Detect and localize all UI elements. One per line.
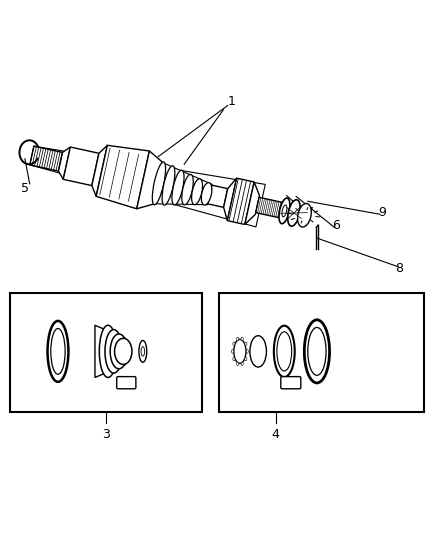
Ellipse shape: [47, 321, 68, 382]
Bar: [10, 293, 201, 413]
Ellipse shape: [233, 342, 235, 345]
Polygon shape: [58, 147, 71, 179]
Text: 4: 4: [272, 427, 279, 441]
Ellipse shape: [245, 357, 247, 361]
Ellipse shape: [279, 198, 290, 224]
Polygon shape: [256, 197, 285, 218]
Ellipse shape: [162, 166, 175, 205]
Text: 3: 3: [102, 427, 110, 441]
Text: 1: 1: [228, 95, 236, 108]
Ellipse shape: [234, 340, 246, 364]
Ellipse shape: [277, 332, 292, 371]
Ellipse shape: [282, 205, 287, 217]
Ellipse shape: [246, 350, 248, 353]
Polygon shape: [155, 163, 212, 205]
Ellipse shape: [231, 350, 233, 353]
Ellipse shape: [241, 362, 243, 366]
Polygon shape: [224, 178, 237, 221]
Ellipse shape: [237, 362, 239, 366]
Ellipse shape: [201, 183, 212, 205]
Ellipse shape: [110, 334, 127, 369]
Polygon shape: [95, 325, 125, 377]
Ellipse shape: [141, 346, 145, 356]
Polygon shape: [227, 178, 254, 224]
Ellipse shape: [51, 328, 65, 374]
Text: 9: 9: [378, 206, 386, 219]
Text: 6: 6: [332, 219, 340, 232]
FancyBboxPatch shape: [117, 377, 136, 389]
Ellipse shape: [241, 337, 243, 341]
Polygon shape: [208, 185, 228, 207]
Ellipse shape: [105, 329, 122, 373]
Polygon shape: [96, 146, 149, 209]
Text: 7: 7: [307, 206, 314, 219]
Polygon shape: [30, 146, 63, 171]
Ellipse shape: [304, 320, 329, 383]
Ellipse shape: [115, 338, 132, 365]
Bar: [219, 293, 424, 413]
Ellipse shape: [182, 174, 193, 205]
Polygon shape: [92, 146, 107, 196]
Polygon shape: [245, 182, 259, 224]
Ellipse shape: [250, 336, 266, 367]
Polygon shape: [63, 147, 99, 185]
Ellipse shape: [233, 357, 235, 361]
Text: 5: 5: [21, 182, 29, 195]
Ellipse shape: [288, 200, 300, 226]
Ellipse shape: [245, 342, 247, 345]
Ellipse shape: [99, 325, 117, 377]
Ellipse shape: [152, 162, 166, 205]
Polygon shape: [137, 151, 163, 209]
Ellipse shape: [274, 326, 295, 377]
Ellipse shape: [172, 170, 184, 205]
Ellipse shape: [297, 204, 311, 227]
Ellipse shape: [308, 327, 326, 375]
Ellipse shape: [139, 341, 147, 362]
Ellipse shape: [237, 337, 239, 341]
Ellipse shape: [191, 179, 202, 205]
Text: 8: 8: [396, 262, 404, 275]
FancyBboxPatch shape: [281, 377, 301, 389]
